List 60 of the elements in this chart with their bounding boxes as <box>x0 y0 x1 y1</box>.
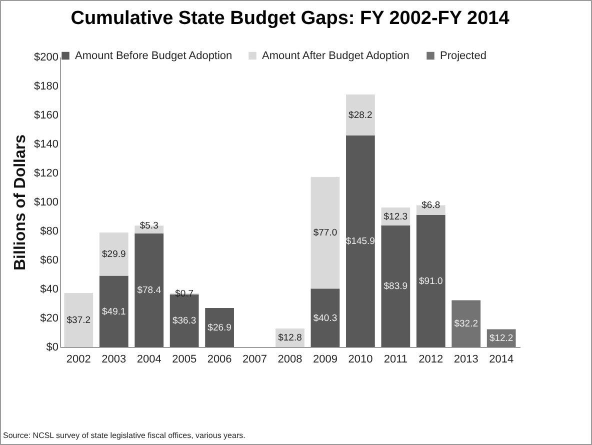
data-label: $12.2 <box>489 333 514 344</box>
data-label: $40.3 <box>313 312 338 324</box>
x-tick-label: 2004 <box>136 354 162 366</box>
x-tick-label: 2005 <box>172 354 197 366</box>
data-label: $28.2 <box>348 110 372 121</box>
legend-label: Amount Before Budget Adoption <box>75 50 232 62</box>
data-label: $37.2 <box>66 315 91 326</box>
data-label: $5.3 <box>140 220 158 232</box>
bar <box>416 215 446 347</box>
data-label: $26.9 <box>208 322 232 334</box>
bar <box>205 308 234 347</box>
data-label: $78.4 <box>137 285 161 296</box>
data-label: $145.9 <box>346 236 375 248</box>
y-axis-title: Billions of Dollars <box>12 134 30 271</box>
bar <box>310 176 340 289</box>
data-label: $36.3 <box>172 316 196 327</box>
x-tick-label: 2014 <box>489 354 514 366</box>
x-tick-label: 2010 <box>348 354 373 366</box>
data-label: $77.0 <box>313 228 338 239</box>
x-tick-label: 2013 <box>454 354 478 366</box>
y-tick-label: $100 <box>34 196 58 208</box>
data-label: $49.1 <box>102 306 126 318</box>
bar <box>381 225 410 347</box>
x-tick-label: 2012 <box>418 354 444 366</box>
legend-label: Amount After Budget Adoption <box>262 50 410 62</box>
y-tick-label: $80 <box>40 226 58 238</box>
y-tick-label: $20 <box>40 312 58 324</box>
legend-label: Projected <box>440 50 486 62</box>
x-tick-label: 2007 <box>242 354 268 366</box>
data-label: $12.3 <box>384 211 408 222</box>
bar <box>99 232 128 276</box>
x-tick-label: 2011 <box>384 354 408 366</box>
y-tick-label: $40 <box>40 284 58 296</box>
bar <box>99 276 128 347</box>
y-tick-label: $0 <box>46 342 58 354</box>
bar <box>134 233 164 347</box>
chart-title: Cumulative State Budget Gaps: FY 2002-FY 2014 <box>70 8 510 29</box>
y-tick-label: $140 <box>34 138 58 150</box>
data-label: $29.9 <box>102 249 126 260</box>
x-tick-label: 2009 <box>312 354 338 366</box>
data-label: $83.9 <box>384 281 408 292</box>
y-tick-label: $60 <box>40 254 58 266</box>
y-tick-label: $120 <box>34 168 58 180</box>
y-tick-label: $160 <box>34 110 58 122</box>
y-tick-label: $200 <box>34 52 58 64</box>
data-label: $6.8 <box>422 200 440 212</box>
data-label: $91.0 <box>419 276 443 288</box>
data-label: $32.2 <box>454 318 478 330</box>
y-tick-label: $180 <box>34 80 58 92</box>
source-note: Source: NCSL survey of state legislative fiscal offices, various years. <box>3 431 246 440</box>
x-tick-label: 2002 <box>66 354 91 366</box>
data-label: $12.8 <box>278 332 302 344</box>
x-tick-label: 2003 <box>102 354 126 366</box>
bar <box>346 94 375 136</box>
x-tick-label: 2006 <box>207 354 232 366</box>
bar <box>452 300 481 347</box>
bar <box>64 293 94 347</box>
bar <box>310 288 340 347</box>
x-tick-label: 2008 <box>278 354 302 366</box>
bar <box>346 135 375 347</box>
